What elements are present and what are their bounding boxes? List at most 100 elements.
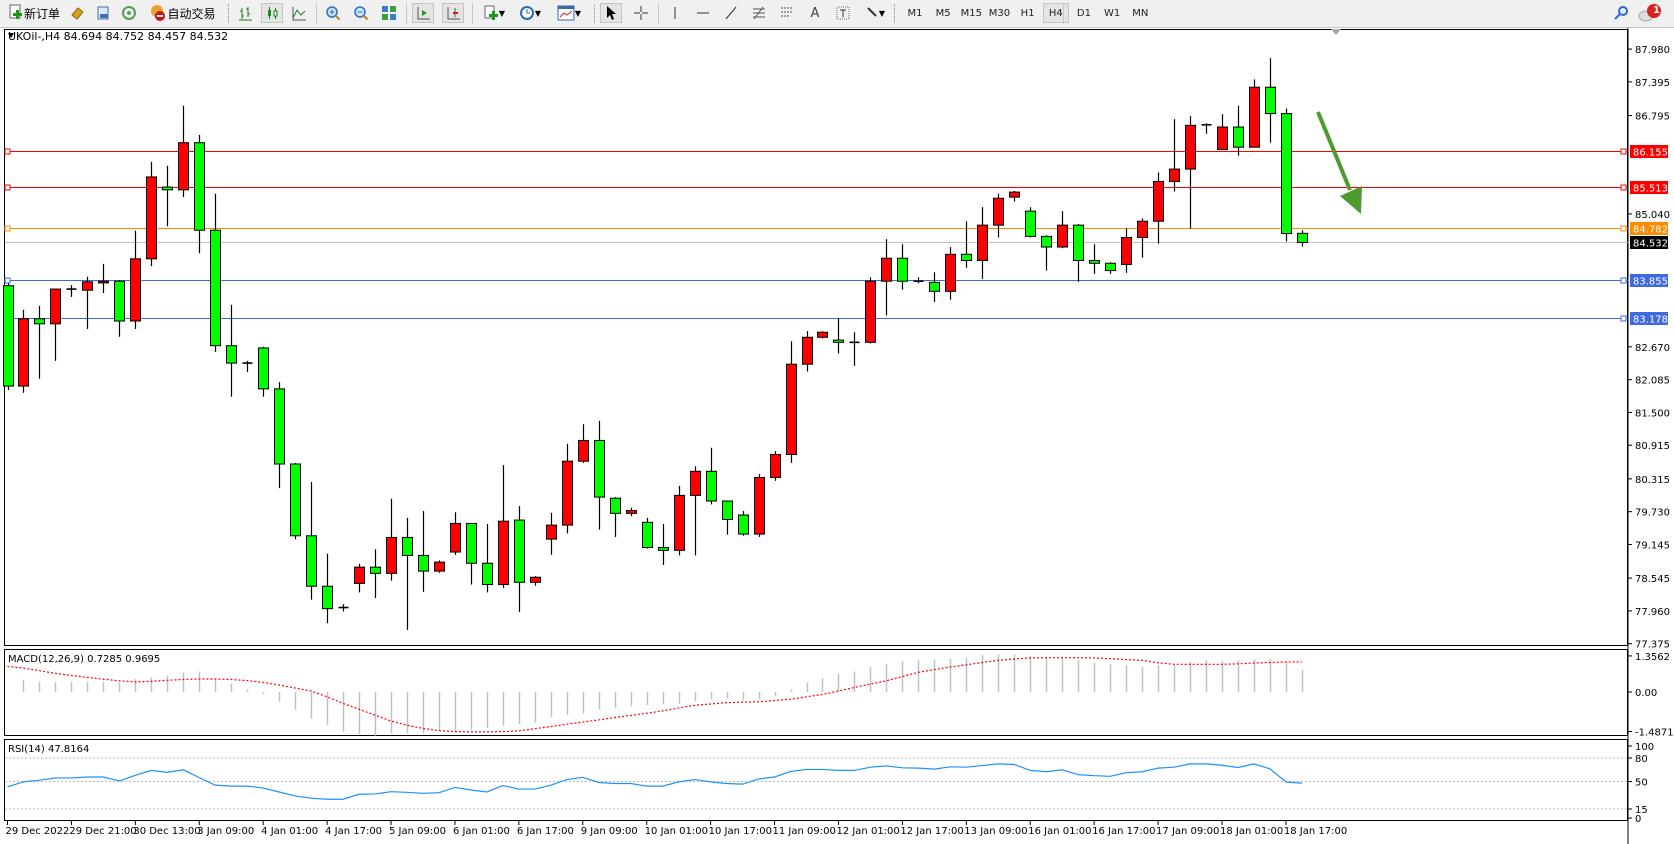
candle[interactable] (482, 523, 493, 593)
candle[interactable] (706, 447, 717, 505)
candle[interactable] (546, 512, 557, 555)
timeframe-d1[interactable]: D1 (1076, 7, 1091, 19)
candle[interactable] (626, 507, 637, 517)
candle[interactable] (1185, 115, 1196, 229)
line-chart-button[interactable] (288, 3, 310, 23)
candle[interactable] (130, 230, 141, 329)
candle[interactable] (1121, 228, 1132, 273)
search-button[interactable] (1610, 3, 1632, 23)
signals-button[interactable] (118, 3, 140, 23)
fibonacci-button[interactable] (748, 3, 770, 23)
candle[interactable] (146, 161, 157, 267)
down-arrow-annotation[interactable] (1316, 111, 1362, 214)
candle[interactable] (738, 511, 749, 536)
candle[interactable] (162, 165, 173, 227)
notifications-button[interactable]: 1 (1636, 3, 1666, 23)
candle[interactable] (242, 360, 253, 373)
timeframe-m1[interactable]: M1 (907, 7, 923, 19)
trendline-button[interactable] (720, 3, 742, 23)
new-order-button[interactable]: 新订单 (2, 3, 66, 23)
candle[interactable] (674, 485, 685, 556)
navigator-button[interactable] (92, 3, 114, 23)
toolbar-grip[interactable] (894, 4, 897, 23)
line-anchor-right[interactable] (1620, 315, 1627, 322)
candle[interactable] (929, 272, 940, 302)
candle[interactable] (690, 466, 701, 556)
candle[interactable] (402, 517, 413, 630)
market-watch-button[interactable] (66, 3, 88, 23)
candle[interactable] (1025, 207, 1036, 238)
line-anchor-right[interactable] (1620, 225, 1627, 232)
collapse-triangle-icon[interactable] (8, 33, 14, 38)
candle[interactable] (562, 443, 573, 534)
candle[interactable] (945, 247, 956, 300)
equidistant-channel-button[interactable] (776, 3, 798, 23)
line-anchor-right[interactable] (1620, 148, 1627, 155)
candle[interactable] (98, 263, 109, 293)
candle[interactable] (354, 563, 365, 593)
candle[interactable] (34, 305, 45, 379)
candle[interactable] (1217, 114, 1228, 150)
templates-dropdown[interactable]: ▼ (552, 3, 586, 23)
candle[interactable] (993, 193, 1004, 238)
candle[interactable] (450, 512, 461, 555)
candle[interactable] (290, 462, 301, 540)
candle[interactable] (897, 244, 908, 290)
candle[interactable] (514, 506, 525, 613)
candle[interactable] (434, 560, 445, 573)
candle[interactable] (306, 481, 317, 600)
candle[interactable] (1153, 172, 1164, 244)
candle[interactable] (770, 451, 781, 481)
toolbar-grip[interactable] (594, 4, 597, 23)
candle[interactable] (498, 465, 509, 588)
candle[interactable] (786, 341, 797, 463)
candle[interactable] (386, 498, 397, 581)
candle[interactable] (1073, 224, 1084, 282)
candle[interactable] (1105, 262, 1116, 274)
line-anchor-left[interactable] (4, 184, 11, 191)
candle[interactable] (1057, 211, 1068, 249)
candle[interactable] (865, 277, 876, 344)
timeframe-mn[interactable]: MN (1132, 7, 1149, 19)
candle[interactable] (1137, 218, 1148, 258)
candle[interactable] (194, 134, 205, 254)
candle[interactable] (1169, 119, 1180, 192)
timeframe-h4[interactable]: H4 (1042, 3, 1069, 23)
zoom-in-button[interactable] (322, 3, 344, 23)
cursor-button[interactable] (600, 3, 622, 23)
candle[interactable] (50, 288, 61, 361)
candle[interactable] (82, 276, 93, 329)
candle[interactable] (322, 553, 333, 624)
candle[interactable] (466, 522, 477, 585)
indicators-dropdown[interactable]: ▼ (478, 3, 510, 23)
candle[interactable] (1009, 190, 1020, 202)
auto-trading-button[interactable]: 自动交易 (145, 3, 220, 23)
candle[interactable] (1233, 105, 1244, 156)
candle[interactable] (833, 318, 844, 354)
candle[interactable] (370, 549, 381, 599)
candle[interactable] (3, 283, 14, 390)
timeframe-m30[interactable]: M30 (988, 7, 1011, 19)
line-anchor-left[interactable] (4, 277, 11, 284)
crosshair-button[interactable] (630, 3, 652, 23)
candle[interactable] (114, 280, 125, 337)
candle[interactable] (1249, 79, 1260, 148)
candle[interactable] (642, 517, 653, 549)
text-label-button[interactable] (832, 3, 854, 23)
candle[interactable] (578, 424, 589, 463)
candle[interactable] (881, 239, 892, 316)
zoom-out-button[interactable] (350, 3, 372, 23)
candle[interactable] (178, 105, 189, 198)
candle[interactable] (1265, 58, 1276, 143)
chart-shift-marker-icon[interactable] (1331, 29, 1341, 35)
candle[interactable] (610, 497, 621, 537)
candle[interactable] (1201, 123, 1212, 134)
candle[interactable] (530, 576, 541, 586)
line-anchor-left[interactable] (4, 225, 11, 232)
arrows-dropdown[interactable]: ▼ (860, 3, 890, 23)
toolbar-grip[interactable] (228, 4, 231, 23)
candle[interactable] (258, 346, 269, 397)
candle[interactable] (1089, 244, 1100, 274)
bar-chart-button[interactable] (234, 3, 256, 23)
candle[interactable] (1297, 230, 1308, 247)
